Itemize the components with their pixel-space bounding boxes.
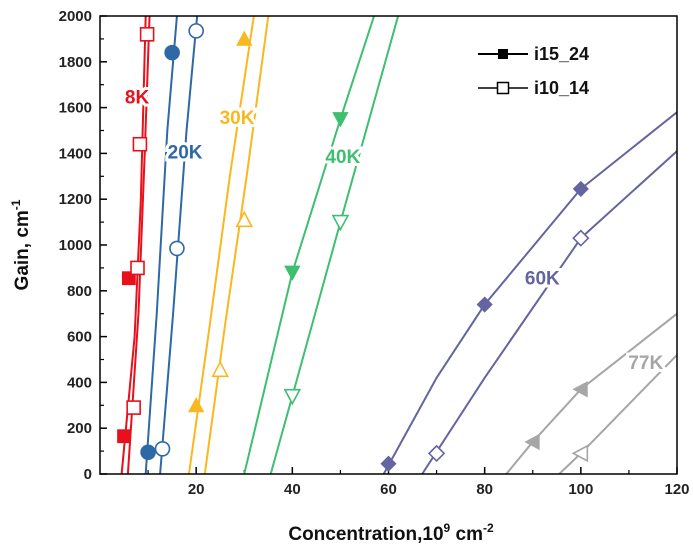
legend-label-i10_14: i10_14 [534, 78, 589, 98]
data-point-30K-i10_14-1 [235, 210, 254, 228]
data-point-40K-i15_24-1 [332, 112, 349, 128]
series-line-30K-i10_14 [203, 16, 270, 474]
data-point-8K-i15_24-0 [117, 429, 131, 444]
data-point-60K-i15_24-1 [476, 296, 493, 313]
series-line-8K-i10_14 [126, 16, 151, 474]
temperature-label-40K: 40K [325, 147, 360, 168]
temperature-label-8K: 8K [125, 87, 150, 108]
data-point-30K-i10_14-0 [211, 360, 230, 378]
temperature-label-20K: 20K [168, 142, 203, 163]
data-point-77K-i15_24-1 [572, 381, 588, 398]
y-tick-label-800: 800 [67, 283, 92, 300]
y-tick-label-1000: 1000 [59, 237, 92, 254]
marker-layer [117, 23, 590, 472]
x-tick-label-120: 120 [664, 481, 689, 498]
legend-marker-open-square [496, 81, 510, 95]
axis-ticks: 20 40 60 80 100 12002004006008001000120014001… [59, 8, 690, 498]
legend-marker-filled-square [498, 49, 508, 59]
x-tick-label-60: 60 [380, 481, 397, 498]
y-tick-label-0: 0 [84, 466, 92, 483]
series-line-40K-i10_14 [269, 16, 400, 474]
series-line-60K-i10_14 [421, 150, 677, 474]
data-point-40K-i10_14-0 [283, 388, 302, 406]
data-point-30K-i15_24-1 [236, 30, 253, 46]
data-point-30K-i15_24-0 [187, 396, 205, 413]
y-tick-label-1400: 1400 [59, 145, 92, 162]
plot-frame [99, 15, 678, 475]
series-line-60K-i15_24 [382, 111, 677, 474]
series-line-77K-i15_24 [505, 312, 677, 474]
y-tick-label-1200: 1200 [59, 191, 92, 208]
temperature-label-77K: 77K [628, 353, 663, 374]
x-tick-label-20: 20 [188, 481, 205, 498]
series-line-40K-i15_24 [243, 16, 376, 474]
y-tick-label-600: 600 [67, 329, 92, 346]
data-point-8K-i10_14-0 [126, 400, 141, 415]
data-point-60K-i15_24-2 [572, 180, 589, 197]
data-point-60K-i15_24-0 [380, 455, 397, 472]
y-tick-label-400: 400 [67, 374, 92, 391]
y-axis-title: Gain, cm-1 [9, 199, 33, 290]
data-point-8K-i10_14-1 [130, 260, 145, 276]
x-axis-title: Concentration,109 cm-2 [288, 521, 494, 545]
data-point-8K-i10_14-2 [132, 136, 148, 152]
data-point-60K-i10_14-0 [427, 444, 446, 463]
x-tick-label-100: 100 [568, 481, 593, 498]
legend-label-i15_24: i15_24 [534, 44, 589, 64]
y-tick-label-1800: 1800 [59, 54, 92, 71]
data-point-40K-i10_14-1 [331, 214, 350, 232]
series-line-20K-i15_24 [144, 16, 178, 474]
y-tick-label-1600: 1600 [59, 100, 92, 117]
y-tick-label-2000: 2000 [59, 8, 92, 25]
data-point-40K-i15_24-0 [284, 265, 301, 281]
temperature-labels: 8K 20K 30K 40K 60K 77K [122, 84, 667, 377]
y-tick-label-200: 200 [67, 420, 92, 437]
x-tick-label-80: 80 [476, 481, 493, 498]
x-tick-label-40: 40 [284, 481, 301, 498]
data-point-77K-i15_24-0 [524, 433, 540, 451]
data-point-8K-i10_14-3 [139, 27, 155, 42]
data-point-77K-i10_14-0 [571, 444, 589, 463]
data-point-20K-i10_14-2 [188, 23, 204, 39]
data-point-20K-i10_14-0 [154, 441, 171, 457]
data-point-20K-i15_24-0 [140, 444, 156, 461]
series-line-20K-i10_14 [159, 16, 199, 474]
data-point-20K-i15_24-1 [164, 44, 180, 61]
data-point-20K-i10_14-1 [169, 240, 185, 257]
temperature-label-60K: 60K [525, 268, 560, 289]
data-point-60K-i10_14-1 [572, 229, 590, 247]
series-layer [120, 16, 677, 474]
legend: i15_24 i10_14 [478, 44, 589, 98]
temperature-label-30K: 30K [220, 108, 255, 129]
